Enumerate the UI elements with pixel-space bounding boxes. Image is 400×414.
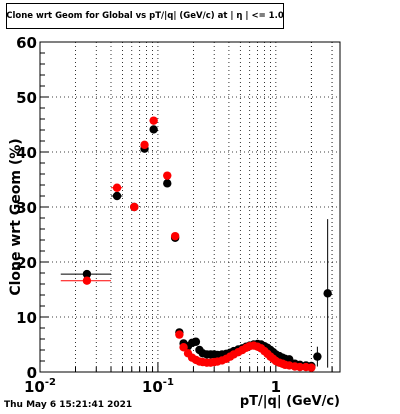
series-0 [60,125,332,371]
y-tick-label: 40 [16,144,37,162]
x-tick-label: 1 [271,378,281,396]
data-point [112,183,122,192]
data-point [175,330,184,339]
y-tick-label: 20 [16,254,37,272]
data-point [313,352,322,361]
data-point [307,363,316,372]
tick-labels: 0 10 20 30 40 50 60 10-2 10-1 1 [16,34,281,396]
data-point [130,202,139,212]
timestamp: Thu May 6 15:21:41 2021 [4,400,133,410]
grid-lines [40,42,340,372]
y-tick-label: 60 [16,34,37,52]
series-1 [60,116,316,372]
y-tick-label: 50 [16,89,37,107]
axis-ticks [39,41,333,373]
data-point [82,269,92,279]
data-point [323,289,332,298]
y-tick-label: 30 [16,199,37,217]
data-point [170,231,180,241]
data-point [82,276,92,285]
data-point [163,179,172,188]
data-point [163,171,172,180]
x-tick-label: 10-1 [142,377,174,396]
data-point [112,191,122,201]
data-point [191,337,201,346]
y-tick-label: 0 [27,364,37,382]
x-axis-label: pT/|q| (GeV/c) [240,394,340,409]
data-point [149,125,158,134]
y-tick-label: 10 [16,309,37,327]
data-point [295,362,305,372]
y-axis-label: Clone wrt Geom (%) [8,138,24,295]
data-point [149,116,158,125]
x-tick-label: 10-2 [24,377,56,396]
chart-title: Clone wrt Geom for Global vs pT/|q| (GeV… [6,3,284,29]
data-point [140,140,149,150]
data-point [179,343,188,352]
data-series [60,116,332,372]
